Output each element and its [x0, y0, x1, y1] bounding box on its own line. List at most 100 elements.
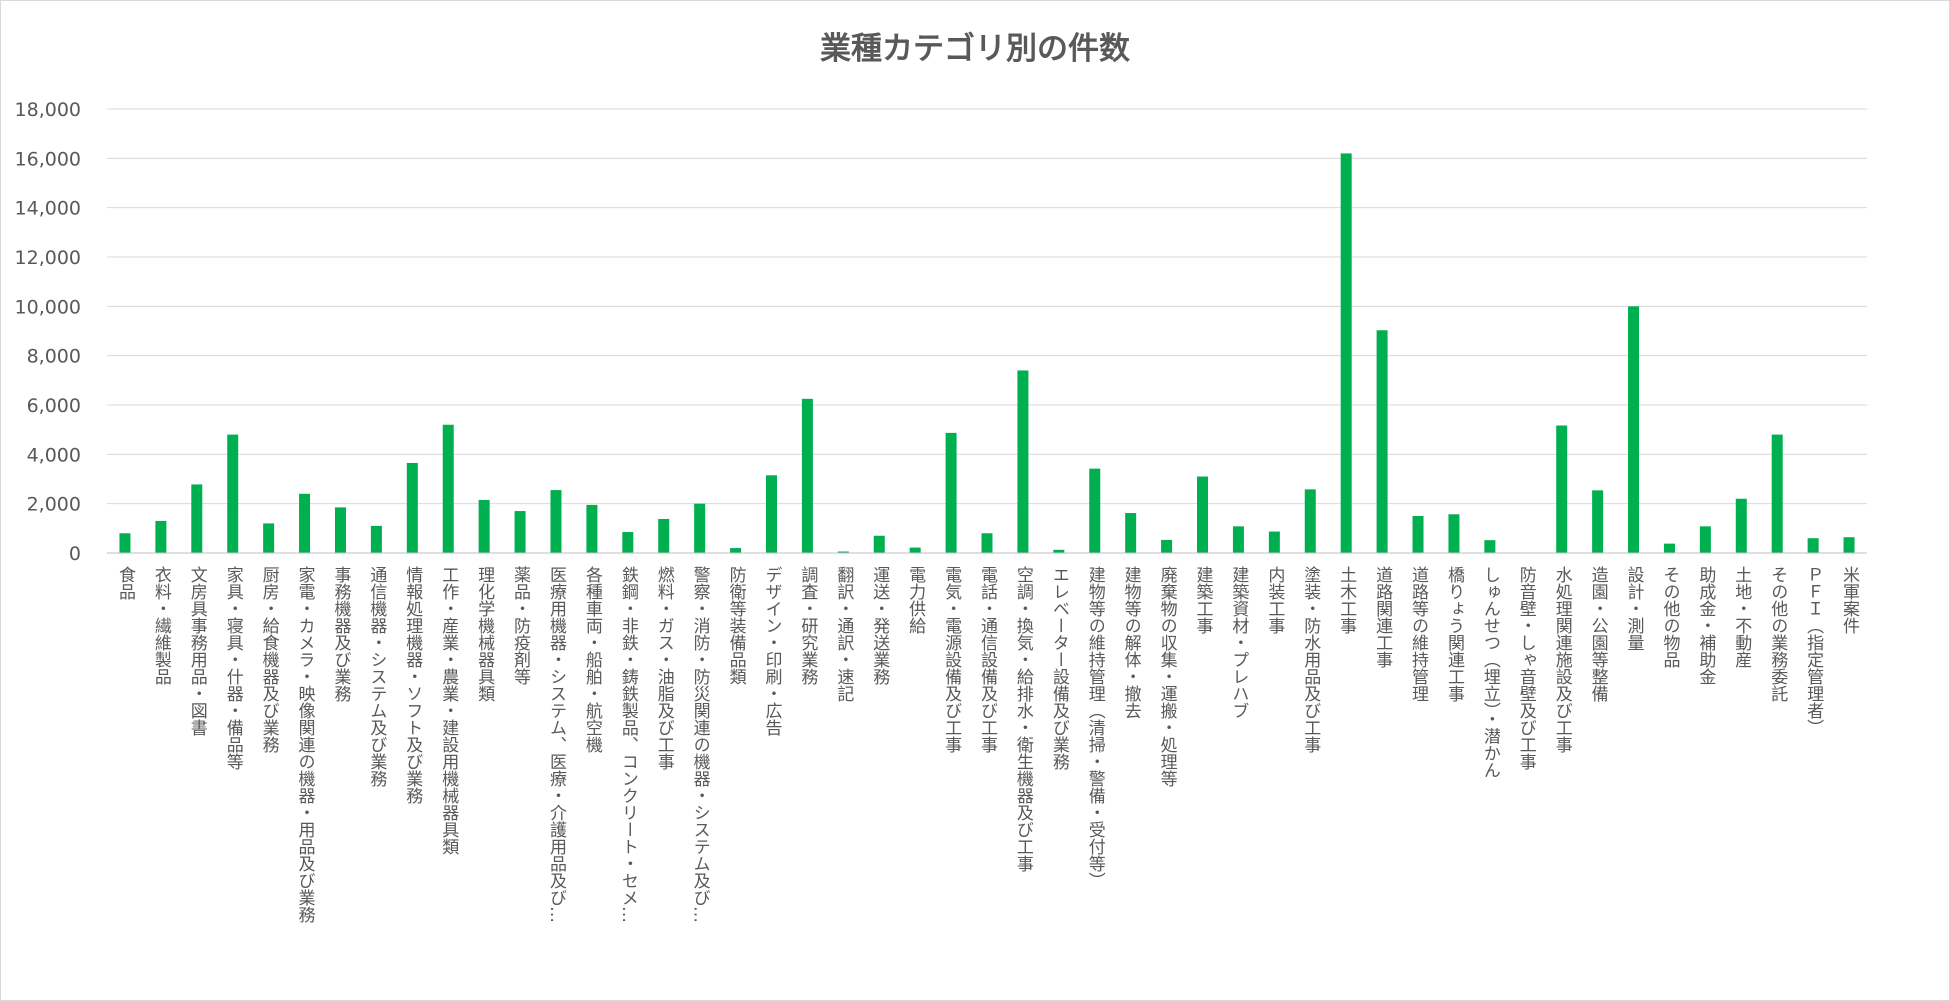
x-tick-label: 廃棄物の収集・運搬・処理等 — [1157, 566, 1178, 787]
x-tick-label: 防音壁・しゃ音壁及び工事 — [1516, 566, 1537, 770]
x-tick-label: 事務機器及び業務 — [330, 566, 351, 703]
x-tick-label: 建築資材・プレハブ — [1228, 566, 1249, 719]
bar — [1376, 330, 1388, 553]
gridlines — [107, 108, 1867, 505]
x-tick-label: ＰＦＩ（指定管理者） — [1803, 566, 1824, 736]
bar — [1663, 543, 1675, 553]
y-tick-label: 12,000 — [15, 247, 81, 269]
x-tick-label: 運送・発送業務 — [869, 566, 890, 686]
bar — [1161, 539, 1173, 553]
x-tick-label: 薬品・防疫剤等 — [510, 566, 531, 685]
y-tick-label: 14,000 — [15, 198, 81, 220]
x-tick-label: 防衛等装備品類 — [726, 566, 747, 685]
y-tick-label: 10,000 — [15, 296, 81, 318]
bar — [1340, 153, 1352, 553]
bar — [550, 490, 562, 553]
bar — [586, 504, 598, 553]
x-tick-label: 建物等の解体・撤去 — [1121, 566, 1142, 719]
x-tick-label: 水処理関連施設及び工事 — [1552, 566, 1573, 753]
bar — [658, 518, 670, 553]
x-tick-label: 各種車両・船舶・航空機 — [582, 566, 603, 754]
bar — [837, 551, 849, 553]
bar — [801, 398, 813, 553]
x-tick-label: エレベーター設備及び業務 — [1049, 566, 1070, 771]
x-tick-label: 空調・換気・給排水・衛生機器及び工事 — [1013, 566, 1034, 872]
bar — [1807, 538, 1819, 553]
bar — [1089, 468, 1101, 553]
x-tick-label: 通信機器・システム及び業務 — [366, 566, 387, 788]
bar — [478, 499, 490, 553]
bar — [1843, 537, 1855, 553]
bar — [1699, 526, 1711, 553]
x-tick-label: 工作・産業・農業・建設用機械器具類 — [438, 566, 459, 855]
chart-title: 業種カテゴリ別の件数 — [820, 31, 1130, 67]
bar — [1556, 425, 1568, 553]
x-tick-label: 医療用機器・システム、医療・介護用品及び… — [546, 566, 567, 923]
bar — [514, 511, 526, 553]
x-tick-label: 内装工事 — [1264, 566, 1285, 634]
x-tick-label: デザイン・印刷・広告 — [761, 566, 782, 736]
bar — [1268, 531, 1280, 553]
bar — [1125, 513, 1137, 553]
bar — [1053, 549, 1065, 553]
bar — [442, 424, 454, 553]
bar — [622, 532, 634, 553]
x-tick-label: 理化学機械器具類 — [474, 566, 495, 702]
bar — [263, 523, 275, 553]
x-tick-label: 調査・研究業務 — [797, 566, 818, 686]
x-tick-label: 家具・寝具・什器・備品等 — [223, 566, 244, 770]
x-tick-label: 米軍案件 — [1839, 566, 1860, 634]
x-tick-label: 橋りょう関連工事 — [1444, 566, 1465, 702]
bar — [1232, 526, 1244, 553]
x-tick-label: 鉄鋼・非鉄・鋳鉄製品、コンクリート・セメ… — [618, 566, 639, 923]
x-tick-label: その他の物品 — [1659, 566, 1680, 668]
x-tick-label: 道路等の維持管理 — [1408, 566, 1429, 702]
x-tick-label: 燃料・ガス・油脂及び工事 — [654, 566, 675, 770]
x-tick-label: 電話・通信設備及び工事 — [977, 566, 998, 753]
bar — [1304, 489, 1316, 553]
bar — [981, 533, 993, 553]
x-tick-label: その他の業務委託 — [1767, 566, 1788, 702]
x-tick-label: 翻訳・通訳・速記 — [833, 566, 854, 702]
x-tick-label: 情報処理機器・ソフト及び業務 — [402, 566, 423, 805]
y-tick-label: 6,000 — [27, 395, 81, 417]
x-tick-label: 建物等の維持管理（清掃・警備・受付等） — [1085, 566, 1106, 889]
x-axis-labels: 食品 衣料・繊維製品 文房具事務用品・図書 家具・寝具・什器・備品等 厨房・給食機器及び… — [115, 565, 1860, 924]
bar — [227, 434, 239, 553]
bar — [1017, 370, 1029, 553]
bar — [1628, 306, 1640, 553]
bar — [1592, 490, 1604, 553]
x-tick-label: 助成金・補助金 — [1695, 566, 1716, 685]
bar — [1448, 514, 1460, 553]
bar — [334, 507, 346, 553]
x-tick-label: 建築工事 — [1193, 566, 1214, 634]
x-tick-label: 家電・カメラ・映像関連の機器・用品及び業務 — [295, 566, 316, 924]
y-tick-label: 4,000 — [27, 444, 81, 466]
x-tick-label: 電力供給 — [905, 566, 926, 634]
y-tick-label: 8,000 — [27, 346, 81, 368]
y-tick-label: 2,000 — [27, 494, 81, 516]
x-tick-label: 塗装・防水用品及び工事 — [1300, 565, 1321, 753]
bar — [299, 493, 311, 553]
x-tick-label: 警察・消防・防災関連の機器・システム及び… — [690, 566, 711, 923]
bar — [406, 462, 418, 553]
bar — [765, 475, 777, 553]
bar — [1484, 540, 1496, 553]
bar — [1771, 434, 1783, 553]
x-tick-label: しゅんせつ（埋立）・潜かん — [1480, 566, 1501, 779]
bar — [1412, 516, 1424, 553]
x-tick-label: 設計・測量 — [1624, 566, 1645, 651]
bar — [119, 533, 131, 553]
x-tick-label: 文房具事務用品・図書 — [187, 566, 208, 736]
y-tick-label: 16,000 — [15, 148, 81, 170]
x-tick-label: 電気・電源設備及び工事 — [941, 566, 962, 753]
y-tick-label: 0 — [69, 543, 81, 565]
bar — [370, 525, 382, 553]
x-tick-label: 衣料・繊維製品 — [151, 566, 172, 685]
x-tick-label: 土地・不動産 — [1731, 566, 1752, 668]
bar — [1735, 498, 1747, 553]
bar — [1197, 476, 1209, 553]
x-tick-label: 道路関連工事 — [1372, 566, 1393, 668]
